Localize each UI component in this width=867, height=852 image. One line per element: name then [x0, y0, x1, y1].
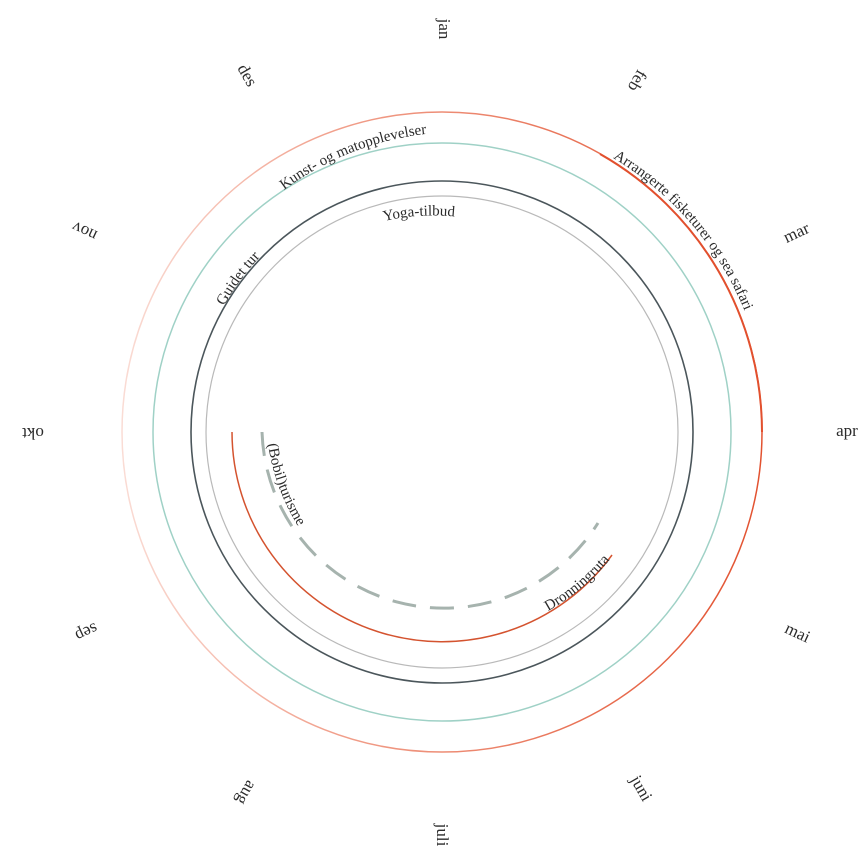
label-yoga-tilbud: Yoga-tilbud	[382, 203, 457, 224]
month-label-aug: aug	[232, 777, 261, 808]
ring-kunst-og-matopplevelser	[153, 143, 731, 721]
month-label-apr: apr	[836, 421, 858, 440]
month-label-nov: nov	[68, 217, 100, 245]
label-arrangerte-fisketurer-text: Arrangerte fisketurer og sea safari	[611, 148, 756, 313]
month-label-mar: mar	[780, 218, 812, 247]
label-yoga-tilbud-text: Yoga-tilbud	[382, 203, 457, 224]
month-label-okt: okt	[22, 424, 44, 443]
month-label-juli: juli	[433, 823, 452, 847]
month-label-juni: juni	[626, 771, 656, 805]
activity-labels: Arrangerte fisketurer og sea safari Kuns…	[214, 122, 756, 615]
month-label-feb: feb	[624, 67, 651, 95]
label-guidet-tur-text: Guidet tur	[214, 248, 263, 308]
arc-bobilturisme	[262, 432, 598, 608]
ring-yoga-tilbud	[206, 196, 678, 668]
label-arrangerte-fisketurer: Arrangerte fisketurer og sea safari	[611, 148, 756, 313]
month-labels: jan feb mar apr mai juni juli aug sep ok…	[22, 18, 858, 847]
month-label-sep: sep	[72, 619, 101, 646]
month-label-des: des	[233, 61, 261, 90]
label-guidet-tur: Guidet tur	[214, 248, 263, 308]
month-label-mai: mai	[782, 619, 813, 647]
month-label-jan: jan	[435, 18, 454, 40]
